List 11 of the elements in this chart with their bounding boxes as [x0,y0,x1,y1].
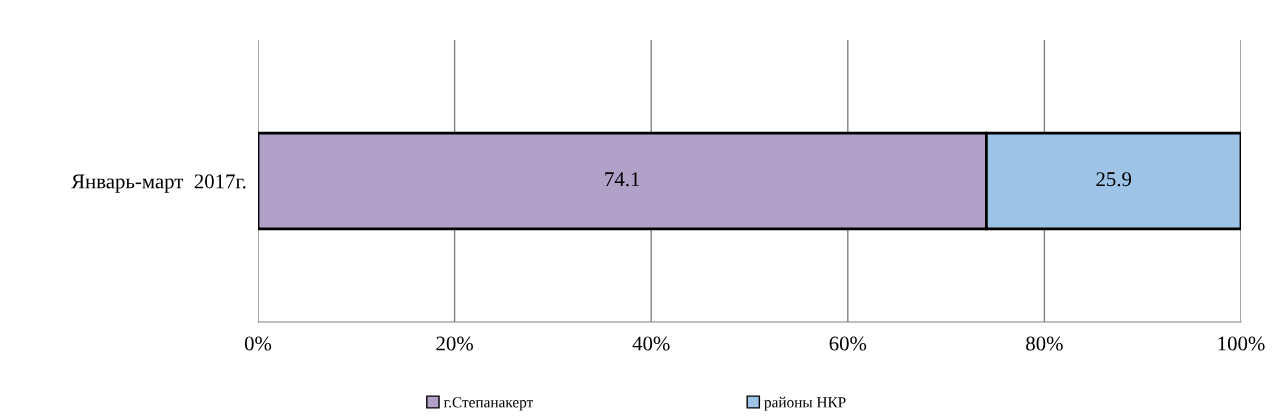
x-tick-label: 0% [244,336,272,351]
data-label: 25.9 [1096,172,1132,187]
data-label: 74.1 [605,172,640,187]
y-tick-label: Январь-март 2017г. [71,174,246,193]
x-tick-label: 60% [829,336,867,351]
x-tick-label: 80% [1026,336,1063,351]
legend-label: районы НКР [764,396,846,411]
x-tick-label: 40% [632,336,670,351]
x-tick-label: 20% [436,336,473,351]
legend-label: г.Степанакерт [443,397,534,411]
x-tick-label: 100% [1218,336,1265,351]
